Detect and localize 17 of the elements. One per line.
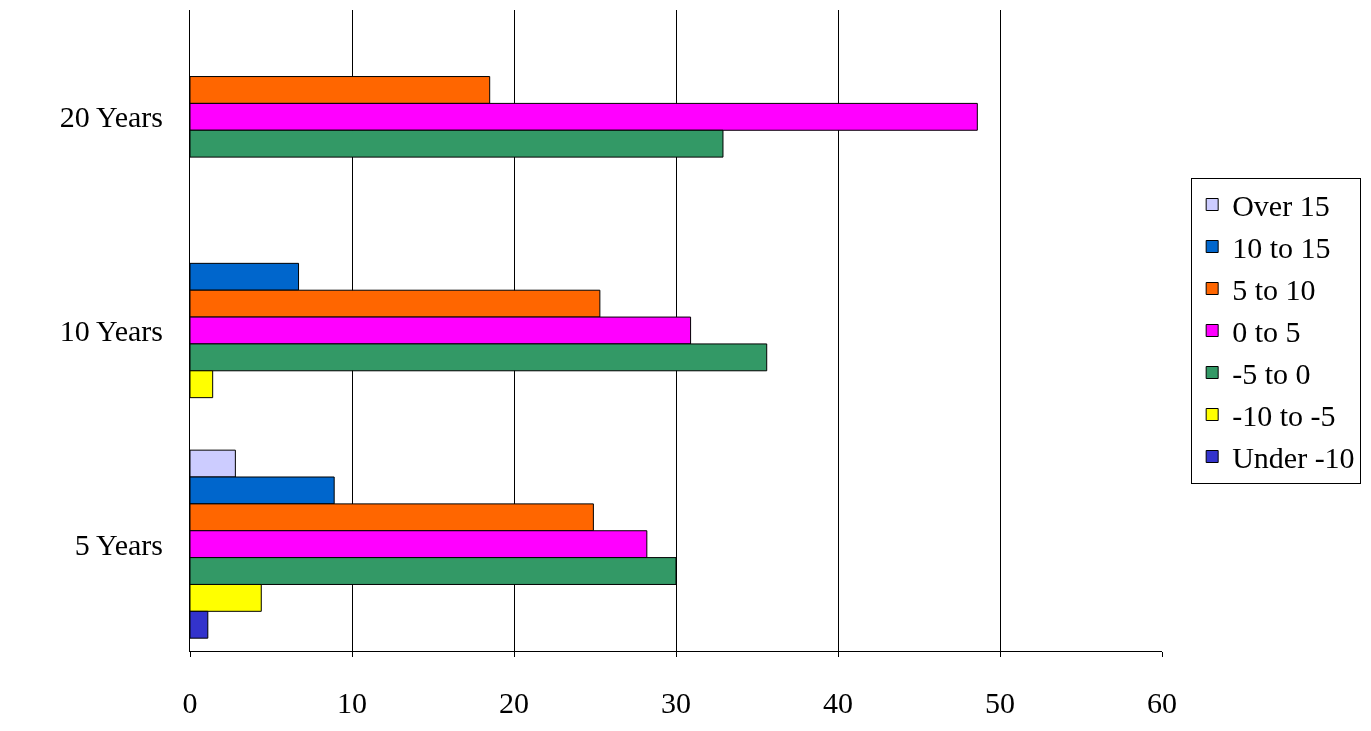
x-tick-label: 60 (1147, 686, 1177, 719)
y-tick-label: 5 Years (74, 527, 163, 561)
x-tick-label: 30 (661, 686, 691, 719)
legend-label: 10 to 15 (1232, 231, 1331, 265)
legend-label: 0 to 5 (1232, 315, 1301, 349)
legend-label: -5 to 0 (1232, 357, 1311, 391)
legend-label: 5 to 10 (1232, 273, 1316, 307)
legend-label: Under -10 (1232, 441, 1355, 475)
x-tick-label: 40 (823, 686, 853, 719)
legend-label: -10 to -5 (1232, 399, 1336, 433)
y-tick-label: 10 Years (59, 314, 163, 347)
x-tick-label: 20 (499, 686, 529, 719)
legend-label: Over 15 (1232, 189, 1330, 223)
x-tick-label: 10 (337, 686, 367, 719)
x-tick-label: 50 (985, 686, 1015, 719)
x-tick-label: 0 (182, 686, 198, 719)
y-tick-label: 20 Years (59, 100, 163, 134)
